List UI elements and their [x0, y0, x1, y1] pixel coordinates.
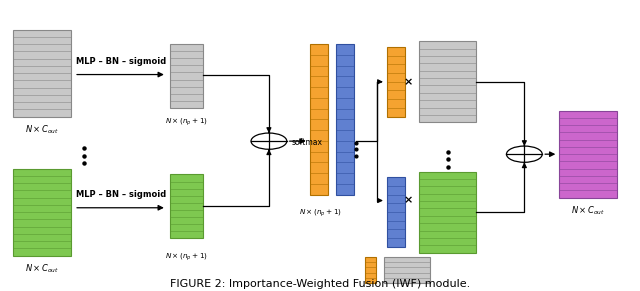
Bar: [170, 44, 203, 108]
Bar: [419, 172, 476, 253]
Text: $N \times C_{out}$: $N \times C_{out}$: [571, 205, 605, 217]
Bar: [559, 111, 617, 198]
Text: $N \times (n_p + 1)$: $N \times (n_p + 1)$: [299, 208, 341, 219]
Text: $N \times C_{out}$: $N \times C_{out}$: [25, 263, 60, 275]
Bar: [387, 177, 405, 247]
Text: MLP – BN – sigmoid: MLP – BN – sigmoid: [76, 190, 166, 199]
Text: $N \times (n_p + 1)$: $N \times (n_p + 1)$: [165, 251, 208, 262]
Bar: [336, 44, 354, 195]
Text: $N \times (n_p + 1)$: $N \times (n_p + 1)$: [165, 116, 208, 128]
Text: ×: ×: [403, 77, 413, 87]
Bar: [384, 257, 430, 283]
Text: $N \times C_{out}$: $N \times C_{out}$: [25, 124, 60, 136]
Text: softmax: softmax: [291, 138, 323, 147]
Text: FIGURE 2: Importance-Weighted Fusion (IWF) module.: FIGURE 2: Importance-Weighted Fusion (IW…: [170, 279, 470, 289]
Text: ×: ×: [403, 196, 413, 205]
Bar: [419, 41, 476, 122]
Bar: [13, 169, 71, 255]
Bar: [387, 47, 405, 116]
Bar: [13, 30, 71, 116]
Bar: [365, 257, 376, 283]
Bar: [310, 44, 328, 195]
Text: MLP – BN – sigmoid: MLP – BN – sigmoid: [76, 57, 166, 66]
Bar: [170, 175, 203, 238]
